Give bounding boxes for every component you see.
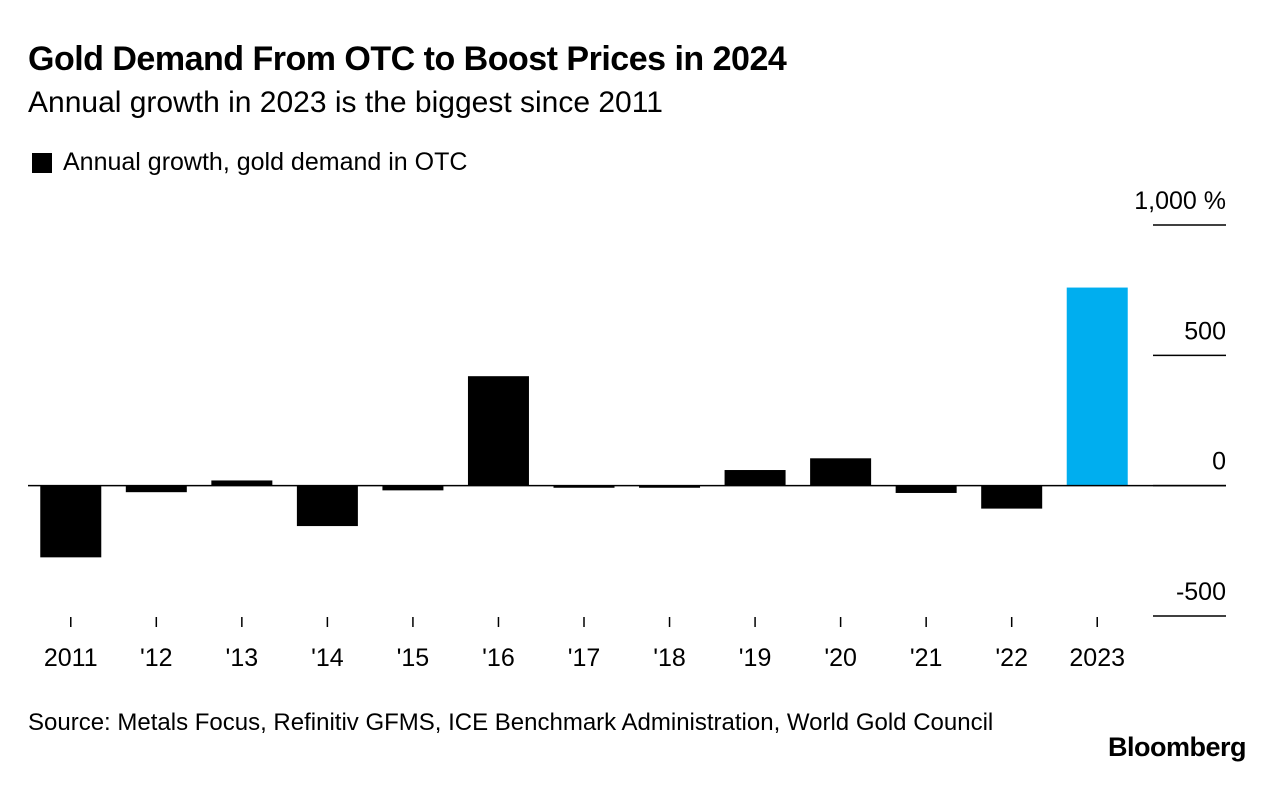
chart-subtitle: Annual growth in 2023 is the biggest sin… — [28, 86, 663, 119]
x-tick-label: '18 — [653, 644, 686, 672]
bar — [810, 458, 872, 486]
x-tick-label: '16 — [482, 644, 515, 672]
x-tick-label: '21 — [910, 644, 943, 672]
bar — [981, 485, 1043, 509]
legend-swatch — [32, 152, 52, 173]
bar — [895, 485, 957, 493]
x-tick-label: '19 — [739, 644, 772, 672]
bloomberg-logo: Bloomberg — [1107, 732, 1247, 762]
source-note: Source: Metals Focus, Refinitiv GFMS, IC… — [28, 709, 994, 736]
y-tick-label: 0 — [1212, 448, 1226, 476]
y-tick-label: 500 — [1184, 317, 1226, 345]
y-tick-label: -500 — [1176, 578, 1226, 606]
x-tick-label: '14 — [311, 644, 344, 672]
bar — [125, 485, 187, 493]
bar — [211, 480, 273, 486]
x-tick-label: '13 — [226, 644, 259, 672]
bar — [40, 485, 102, 558]
bar — [553, 485, 615, 488]
bar — [1066, 287, 1128, 486]
legend-label: Annual growth, gold demand in OTC — [63, 148, 468, 176]
bar — [467, 376, 529, 486]
x-tick-label: 2023 — [1069, 644, 1125, 672]
bar — [639, 485, 701, 488]
y-tick-label: 1,000 % — [1134, 187, 1226, 215]
x-tick-label: '22 — [995, 644, 1028, 672]
x-tick-label: '20 — [824, 644, 857, 672]
legend: Annual growth, gold demand in OTC — [32, 148, 467, 177]
bar — [724, 470, 786, 486]
x-tick-label: '17 — [568, 644, 601, 672]
x-tick-label: '12 — [140, 644, 173, 672]
bar — [296, 485, 358, 527]
chart-title: Gold Demand From OTC to Boost Prices in … — [28, 40, 787, 78]
x-tick-label: '15 — [397, 644, 430, 672]
x-tick-label: 2011 — [44, 644, 98, 672]
bar — [382, 485, 444, 491]
